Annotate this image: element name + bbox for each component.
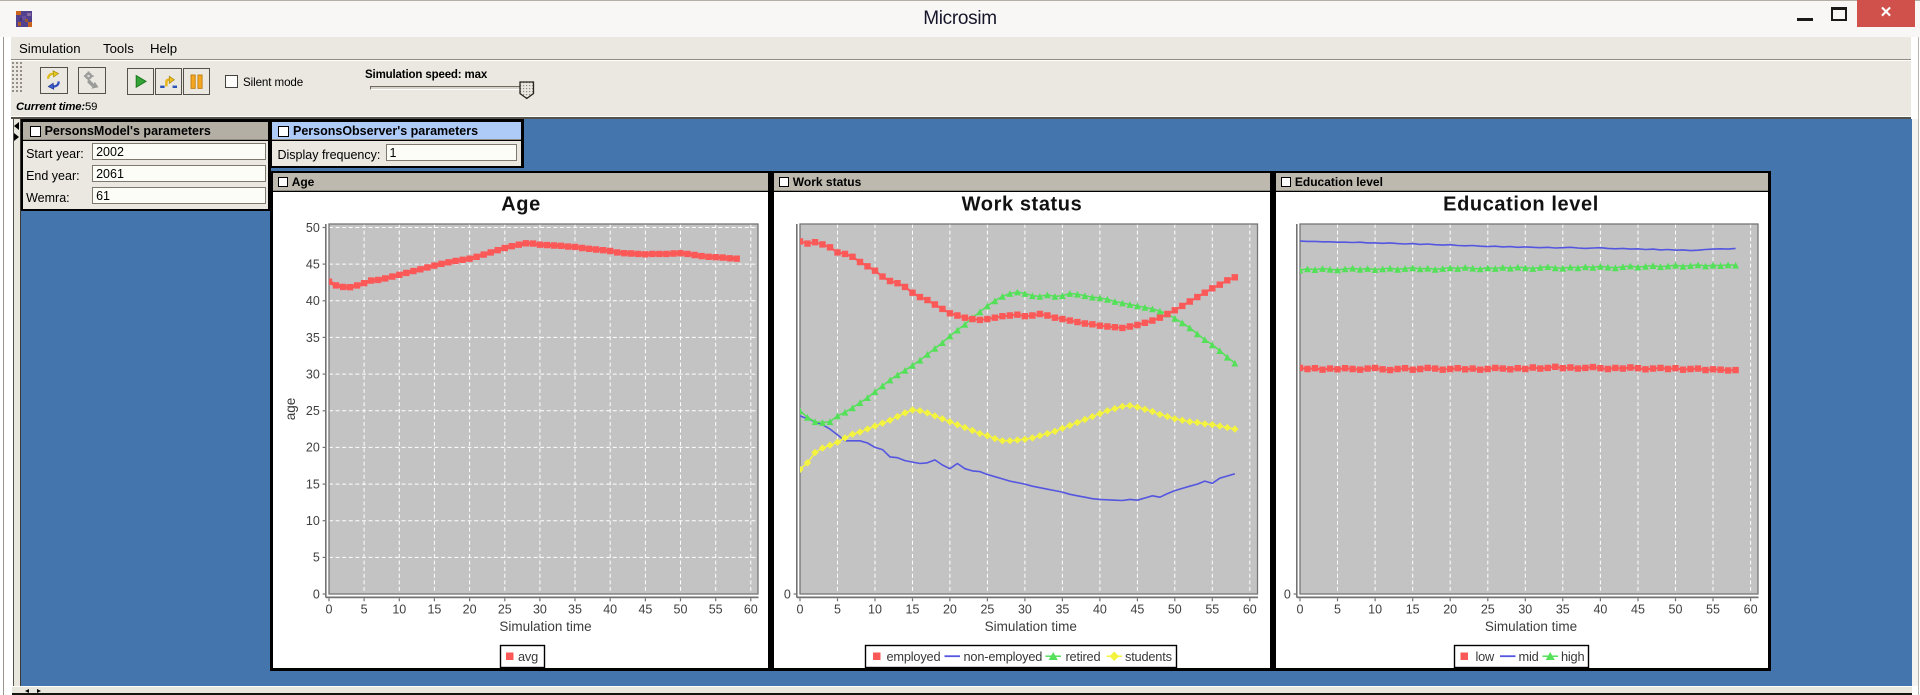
svg-text:students: students [1125,649,1172,664]
svg-text:Simulation time: Simulation time [985,619,1077,634]
svg-text:low: low [1476,649,1496,664]
svg-text:non-employed: non-employed [964,649,1043,664]
svg-text:45: 45 [638,603,652,617]
svg-text:60: 60 [1243,603,1257,617]
svg-text:35: 35 [1556,603,1570,617]
svg-text:5: 5 [361,603,368,617]
svg-text:25: 25 [1481,603,1495,617]
svg-text:50: 50 [674,603,688,617]
svg-text:55: 55 [1706,603,1720,617]
svg-text:mid: mid [1519,649,1539,664]
svg-text:20: 20 [306,441,320,455]
svg-text:25: 25 [306,404,320,418]
svg-text:30: 30 [1518,603,1532,617]
svg-text:5: 5 [1334,603,1341,617]
svg-text:15: 15 [427,603,441,617]
svg-text:Education level: Education level [1443,194,1599,216]
svg-text:high: high [1561,649,1584,664]
svg-text:20: 20 [943,603,957,617]
svg-text:45: 45 [306,257,320,271]
svg-text:0: 0 [313,587,320,601]
svg-text:35: 35 [568,603,582,617]
svg-text:20: 20 [463,603,477,617]
svg-text:55: 55 [1205,603,1219,617]
svg-text:50: 50 [1168,603,1182,617]
svg-text:45: 45 [1631,603,1645,617]
svg-text:40: 40 [1093,603,1107,617]
svg-text:0: 0 [326,603,333,617]
svg-text:50: 50 [306,221,320,235]
svg-text:15: 15 [306,477,320,491]
svg-text:60: 60 [744,603,758,617]
svg-text:retired: retired [1066,649,1101,664]
svg-text:5: 5 [834,603,841,617]
svg-text:10: 10 [306,514,320,528]
svg-text:35: 35 [1055,603,1069,617]
svg-text:employed: employed [887,649,941,664]
svg-text:avg: avg [518,649,538,664]
svg-text:30: 30 [306,367,320,381]
svg-text:55: 55 [709,603,723,617]
svg-text:20: 20 [1443,603,1457,617]
svg-text:45: 45 [1130,603,1144,617]
svg-text:25: 25 [980,603,994,617]
svg-text:40: 40 [306,294,320,308]
svg-text:5: 5 [313,551,320,565]
svg-text:40: 40 [603,603,617,617]
svg-text:50: 50 [1669,603,1683,617]
svg-text:15: 15 [906,603,920,617]
svg-text:60: 60 [1744,603,1758,617]
svg-text:0: 0 [1297,603,1304,617]
svg-text:25: 25 [498,603,512,617]
svg-text:age: age [283,398,298,421]
svg-text:10: 10 [392,603,406,617]
svg-text:Work status: Work status [962,194,1083,216]
svg-text:10: 10 [1368,603,1382,617]
svg-text:0: 0 [797,603,804,617]
svg-text:Simulation time: Simulation time [499,619,591,634]
svg-text:0: 0 [1284,587,1291,601]
svg-text:30: 30 [533,603,547,617]
svg-text:10: 10 [868,603,882,617]
svg-text:35: 35 [306,331,320,345]
svg-text:0: 0 [784,587,791,601]
svg-text:30: 30 [1018,603,1032,617]
svg-text:15: 15 [1406,603,1420,617]
svg-text:40: 40 [1593,603,1607,617]
svg-text:Simulation time: Simulation time [1485,619,1577,634]
svg-text:Age: Age [501,194,541,216]
